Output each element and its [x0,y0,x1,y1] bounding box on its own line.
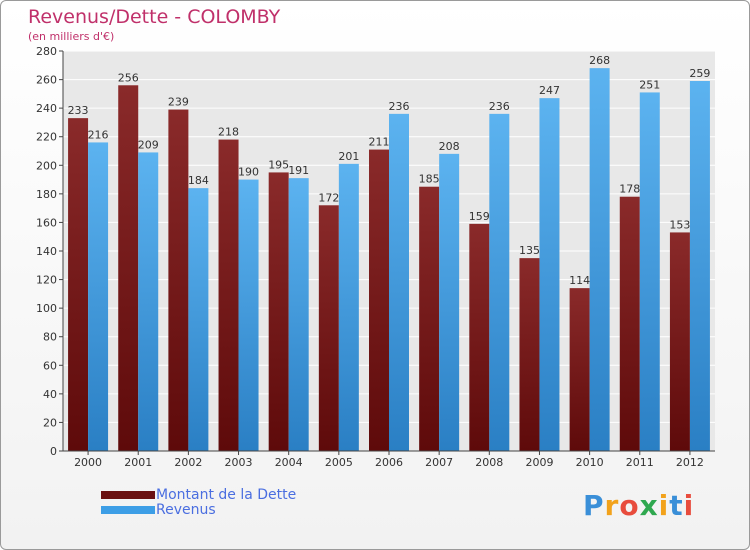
y-tick-label: 60 [43,359,57,372]
y-tick-label: 220 [36,131,57,144]
logo-letter: t [669,489,684,522]
legend-label-debt: Montant de la Dette [156,487,297,503]
data-label: 184 [188,174,209,187]
data-label: 195 [268,158,289,171]
data-label: 239 [168,96,189,109]
data-label: 256 [118,71,139,84]
y-tick-label: 120 [36,274,57,287]
proxiti-logo: Proxiti [583,489,694,522]
x-tick-label: 2008 [475,456,503,469]
bar-revenus [589,68,610,452]
axes: 0 20 40 60 80 100 120 140 160 180 200 220 240 260 280 2… [36,45,715,469]
data-label: 233 [68,104,89,117]
x-tick-label: 2002 [174,456,202,469]
y-tick-label: 0 [50,445,57,458]
bar-dette [68,118,89,452]
bar-dette [569,288,590,451]
x-tick-label: 2000 [74,456,102,469]
bar-dette [469,223,490,451]
y-tick-label: 280 [36,45,57,58]
data-label: 251 [639,78,660,91]
data-label: 172 [318,191,339,204]
bar-dette [218,139,239,452]
data-label: 178 [619,183,640,196]
data-label: 153 [669,218,690,231]
data-label: 211 [369,136,390,149]
bar-revenus [238,179,259,452]
data-label: 135 [519,244,540,257]
y-tick-label: 20 [43,416,57,429]
x-tick-label: 2005 [325,456,353,469]
bar-dette [519,258,540,451]
x-tick-label: 2003 [225,456,253,469]
x-tick-label: 2010 [576,456,604,469]
y-tick-label: 140 [36,245,57,258]
x-tick-label: 2006 [375,456,403,469]
bar-dette [369,149,389,452]
y-tick-label: 40 [43,388,57,401]
logo-letter: i [658,489,670,522]
x-tick-label: 2001 [124,456,152,469]
bar-dette [168,109,189,452]
legend-swatch-debt [101,491,155,499]
data-label: 247 [539,84,560,97]
bar-revenus [138,152,159,451]
data-label: 159 [469,210,490,223]
bar-dette [669,232,690,451]
x-tick-label: 2012 [676,456,704,469]
data-label: 209 [138,138,159,151]
bar-revenus [689,81,710,451]
bars-group: 233 216 256 209 239 184 218 190 195 191 172 201 211 2… [68,54,710,452]
data-label: 190 [238,166,259,179]
data-label: 114 [569,274,590,287]
y-tick-label: 200 [36,159,57,172]
data-label: 201 [338,150,359,163]
bar-revenus [489,113,510,451]
logo-letter: o [619,489,640,522]
y-tick-label: 260 [36,74,57,87]
bar-revenus [288,178,309,451]
data-label: 259 [689,67,710,80]
bar-dette [619,196,640,451]
data-label: 191 [288,164,309,177]
legend-swatch-revenus [101,506,155,514]
bar-dette [268,172,289,451]
logo-letter: P [583,489,605,522]
y-tick-label: 160 [36,216,57,229]
bar-revenus [188,188,209,451]
y-tick-label: 80 [43,331,57,344]
y-tick-label: 240 [36,102,57,115]
logo-letter: x [639,489,659,522]
bar-revenus [439,153,460,451]
y-tick-label: 180 [36,188,57,201]
chart-subtitle: (en milliers d'€) [28,30,115,43]
x-tick-label: 2009 [525,456,553,469]
x-tick-label: 2007 [425,456,453,469]
x-tick-label: 2004 [275,456,303,469]
bar-dette [419,186,440,451]
bar-revenus [639,92,660,451]
legend-label-revenus: Revenus [156,502,216,518]
bar-dette [318,205,339,451]
data-label: 218 [218,126,239,139]
bar-dette [118,85,139,452]
x-tick-label: 2011 [626,456,654,469]
data-label: 236 [489,100,510,113]
bar-revenus [389,113,409,451]
logo-letter: i [683,489,695,522]
y-tick-label: 100 [36,302,57,315]
data-label: 185 [419,173,440,186]
data-label: 236 [389,100,410,113]
data-label: 216 [88,128,109,141]
bar-revenus [88,142,109,451]
logo-letter: r [604,489,620,522]
bar-revenus [338,163,359,451]
chart-title: Revenus/Dette - COLOMBY [28,6,281,28]
data-label: 208 [439,140,460,153]
data-label: 268 [589,54,610,67]
bar-revenus [539,98,560,452]
